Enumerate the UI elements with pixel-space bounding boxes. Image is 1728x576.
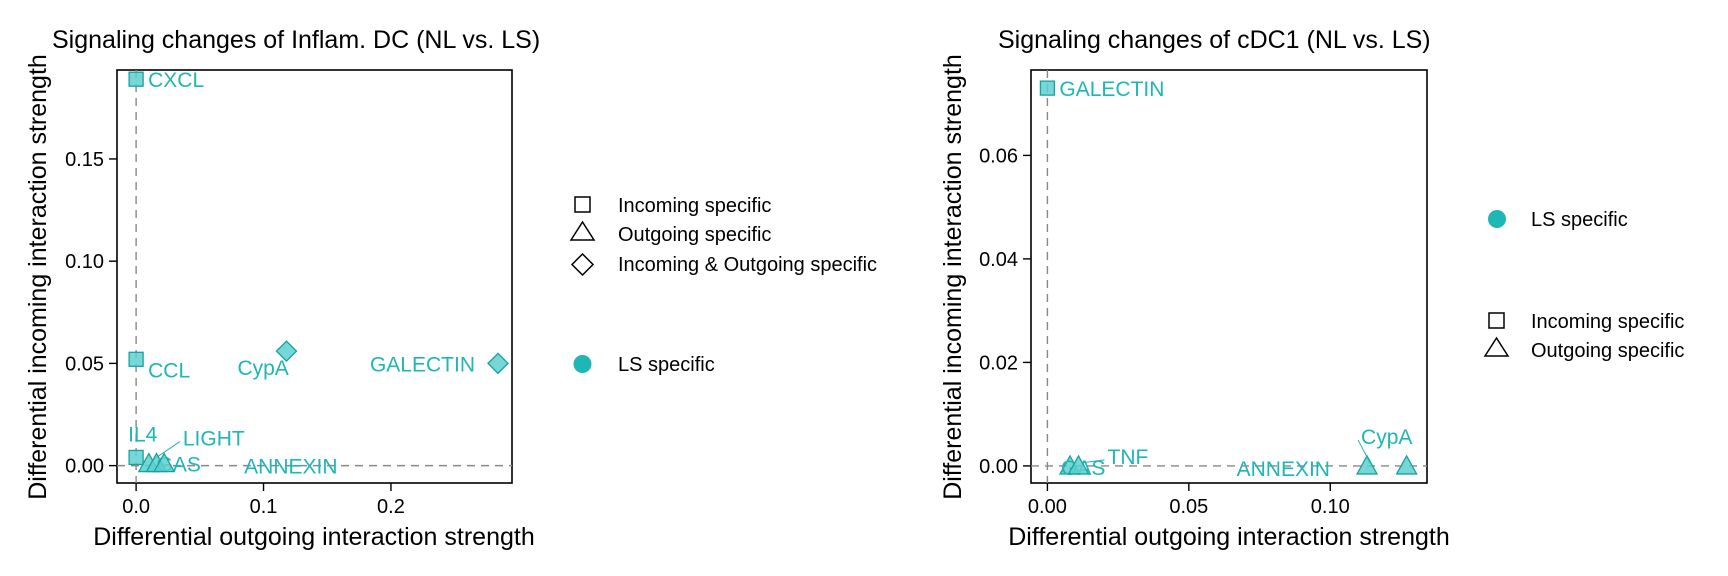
legend-diamond-icon: [570, 252, 595, 277]
point-label: CypA: [1361, 426, 1412, 449]
point-label: CXCL: [148, 69, 204, 92]
chart-panel-cdc1: Signaling changes of cDC1 (NL vs. LS) 0.…: [939, 26, 1684, 551]
point-label: TNF: [1108, 446, 1149, 469]
x-axis-label: Differential outgoing interaction streng…: [93, 523, 534, 551]
legend-item-incoming: Incoming specific: [1531, 311, 1684, 333]
point-label: GALECTIN: [370, 353, 475, 376]
plot-frame: [116, 69, 513, 484]
y-tick-label: 0.05: [65, 353, 104, 375]
y-tick-label: 0.06: [979, 145, 1018, 167]
point-label: CCL: [148, 359, 190, 382]
x-tick-label: 0.10: [1311, 496, 1350, 518]
legend-triangle-icon: [569, 220, 596, 241]
x-tick-label: 0.1: [250, 496, 278, 518]
y-tick-label: 0.00: [65, 456, 104, 478]
x-tick-label: 0.05: [1169, 496, 1208, 518]
label-leader-line: [1357, 439, 1371, 464]
data-point-cypa-diamond-marker: [275, 340, 298, 363]
x-axis-label: Differential outgoing interaction streng…: [1008, 523, 1449, 551]
data-point-annexin-triangle-marker: [153, 452, 176, 473]
point-label: ANNEXIN: [244, 456, 337, 479]
chart-panel-inflam-dc: Signaling changes of Inflam. DC (NL vs. …: [24, 26, 877, 551]
plot-frame: [1030, 69, 1428, 484]
data-point-cypa-triangle-marker: [1355, 454, 1379, 475]
x-tick-label: 0.0: [122, 496, 150, 518]
x-tick-label: 0.00: [1028, 496, 1067, 518]
data-point-cxcl-square-marker: [128, 71, 144, 87]
data-point-galectin-square-marker: [1039, 80, 1056, 96]
data-point-annexin-triangle-marker: [1395, 454, 1418, 475]
legend-square-icon: [1488, 312, 1505, 329]
data-point-galectin-diamond-marker: [487, 352, 509, 375]
data-point-ccl-square-marker: [128, 351, 144, 367]
legend: Incoming specific Outgoing specific Inco…: [569, 195, 877, 376]
y-axis-label: Differential incoming interaction streng…: [939, 54, 967, 500]
chart-title: Signaling changes of Inflam. DC (NL vs. …: [52, 26, 540, 54]
y-tick-label: 0.15: [65, 149, 104, 171]
point-label: LIGHT: [183, 428, 245, 451]
legend-triangle-icon: [1483, 336, 1510, 357]
legend-item-outgoing: Outgoing specific: [618, 224, 771, 246]
plot-marks: 0.000.050.100.000.020.040.06GALECTINGAST…: [979, 70, 1427, 518]
x-tick-label: 0.2: [377, 496, 405, 518]
legend-square-icon: [574, 196, 591, 213]
label-leader-line: [1081, 459, 1105, 464]
point-label: CypA: [237, 357, 288, 380]
legend-circle-icon: [573, 355, 592, 373]
legend: LS specific Incoming specific Outgoing s…: [1483, 209, 1684, 362]
chart-title: Signaling changes of cDC1 (NL vs. LS): [998, 26, 1431, 54]
legend-item-outgoing: Outgoing specific: [1531, 340, 1684, 362]
legend-circle-icon: [1488, 210, 1506, 228]
data-point-tnf-triangle-marker: [1067, 454, 1090, 475]
y-tick-label: 0.10: [65, 251, 104, 273]
plot-marks: 0.0 0.1 0.2 0.00 0.05 0.10 0.15 CXCL CCL IL4 LIGHT…: [65, 69, 512, 518]
legend-item-both: Incoming & Outgoing specific: [618, 254, 877, 276]
point-label: ANNEXIN: [1237, 458, 1330, 481]
y-axis-label: Differential incoming interaction streng…: [24, 54, 52, 500]
legend-item-incoming: Incoming specific: [618, 195, 771, 217]
legend-item-ls-specific: LS specific: [618, 354, 715, 376]
point-label: GALECTIN: [1059, 78, 1164, 101]
point-label: IL4: [128, 423, 158, 446]
data-point-il4-square-marker: [128, 449, 144, 466]
legend-item-ls-specific: LS specific: [1531, 209, 1628, 231]
y-tick-label: 0.00: [979, 456, 1018, 478]
y-tick-label: 0.04: [979, 249, 1018, 271]
y-tick-label: 0.02: [979, 352, 1018, 374]
